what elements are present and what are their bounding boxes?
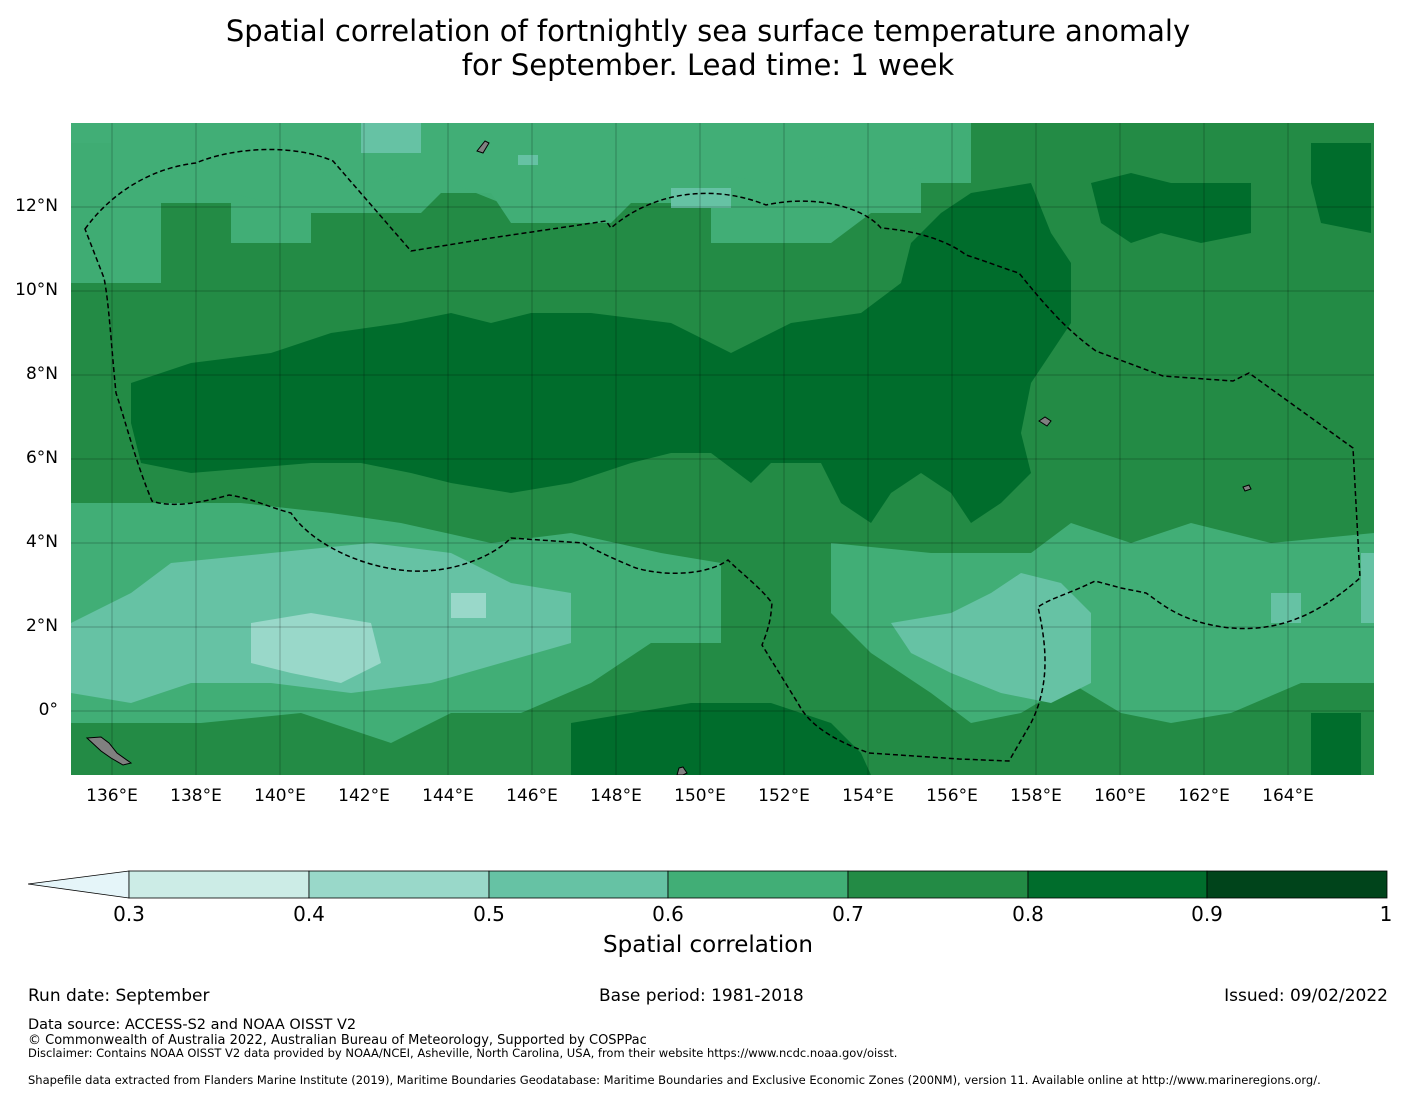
lon-label-158e: 158°E xyxy=(1010,786,1062,806)
land xyxy=(85,140,1252,775)
band-0.8-0.9-central xyxy=(131,183,1071,523)
lon-label-148e: 148°E xyxy=(590,786,642,806)
colorbar-tick-0.5: 0.5 xyxy=(473,902,505,926)
band-0.6-0.7-top xyxy=(71,123,971,283)
lat-label-6n: 6°N xyxy=(25,448,58,468)
island-guam xyxy=(476,140,490,154)
issued-date: Issued: 09/02/2022 xyxy=(1224,986,1388,1006)
lon-label-160e: 160°E xyxy=(1094,786,1146,806)
island-chuuk xyxy=(1038,416,1052,427)
run-date: Run date: September xyxy=(28,986,210,1006)
title-line-2: for September. Lead time: 1 week xyxy=(461,48,955,82)
chart-title: Spatial correlation of fortnightly sea s… xyxy=(0,14,1416,82)
lon-label-164e: 164°E xyxy=(1262,786,1314,806)
island-manus xyxy=(676,766,688,775)
lat-label-10n: 10°N xyxy=(15,280,58,300)
lon-label-144e: 144°E xyxy=(422,786,474,806)
colorbar-tick-0.3: 0.3 xyxy=(113,902,145,926)
lon-label-146e: 146°E xyxy=(506,786,558,806)
copyright: © Commonwealth of Australia 2022, Austra… xyxy=(28,1033,647,1048)
island-pohnpei xyxy=(1242,484,1252,492)
lon-label-156e: 156°E xyxy=(926,786,978,806)
lat-label-12n: 12°N xyxy=(15,196,58,216)
band-0.4-0.5-south xyxy=(251,593,486,683)
lon-label-162e: 162°E xyxy=(1178,786,1230,806)
colorbar-bin-0.9-1 xyxy=(1206,870,1388,899)
colorbar-bin-0.3-0.4 xyxy=(128,870,310,899)
base-period: Base period: 1981-2018 xyxy=(599,986,804,1006)
colorbar-bin-0.7-0.8 xyxy=(847,870,1029,899)
colorbar-tick-0.7: 0.7 xyxy=(832,902,864,926)
colorbar-bin-0.8-0.9 xyxy=(1027,870,1208,899)
colorbar-extend-arrow xyxy=(28,870,130,899)
lon-label-150e: 150°E xyxy=(674,786,726,806)
band-0.8-0.9-south xyxy=(571,703,1361,775)
land-new-guinea-west xyxy=(85,736,133,766)
colorbar-tick-1: 1 xyxy=(1379,902,1393,926)
lon-label-136e: 136°E xyxy=(86,786,138,806)
band-0.5-0.6-south xyxy=(71,543,1374,703)
lon-label-142e: 142°E xyxy=(338,786,390,806)
data-source: Data source: ACCESS-S2 and NOAA OISST V2 xyxy=(28,1017,357,1033)
lat-label-8n: 8°N xyxy=(25,364,58,384)
lat-label-2n: 2°N xyxy=(25,616,58,636)
colorbar-bin-0.6-0.7 xyxy=(667,870,849,899)
lat-label-0: 0° xyxy=(38,700,58,720)
colorbar-tick-0.4: 0.4 xyxy=(293,902,325,926)
lon-label-138e: 138°E xyxy=(170,786,222,806)
colorbar-bin-0.5-0.6 xyxy=(488,870,669,899)
lon-label-140e: 140°E xyxy=(254,786,306,806)
band-0.5-0.6-spot-1 xyxy=(361,123,421,153)
title-line-1: Spatial correlation of fortnightly sea s… xyxy=(225,14,1191,48)
colorbar xyxy=(28,870,1388,899)
lon-label-152e: 152°E xyxy=(758,786,810,806)
colorbar-tick-0.9: 0.9 xyxy=(1191,902,1223,926)
colorbar-tick-0.8: 0.8 xyxy=(1012,902,1044,926)
colorbar-label: Spatial correlation xyxy=(603,932,813,958)
band-0.8-0.9-northeast xyxy=(1091,143,1371,243)
disclaimer: Disclaimer: Contains NOAA OISST V2 data … xyxy=(28,1046,898,1060)
band-0.5-0.6-spot-2 xyxy=(671,188,731,208)
correlation-map xyxy=(71,123,1374,775)
colorbar-tick-0.6: 0.6 xyxy=(652,902,684,926)
lat-label-4n: 4°N xyxy=(25,532,58,552)
graticule xyxy=(71,123,1374,775)
eez-boundary xyxy=(84,148,1361,762)
band-0.5-0.6-spot-3 xyxy=(518,155,538,165)
lon-label-154e: 154°E xyxy=(842,786,894,806)
colorbar-bin-0.4-0.5 xyxy=(308,870,490,899)
map-svg xyxy=(71,123,1374,775)
shapefile-credit: Shapefile data extracted from Flanders M… xyxy=(28,1073,1321,1087)
